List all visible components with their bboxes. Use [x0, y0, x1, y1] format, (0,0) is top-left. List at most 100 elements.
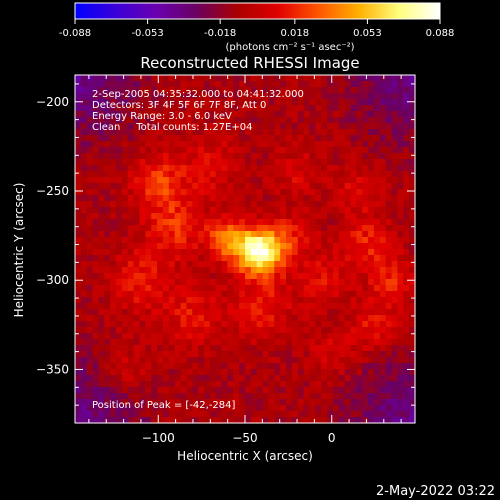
- heatmap-cell: [92, 87, 100, 94]
- heatmap-cell: [215, 321, 223, 328]
- heatmap-cell: [157, 129, 164, 136]
- heatmap-cell: [174, 111, 182, 118]
- heatmap-cell: [92, 159, 100, 166]
- heatmap-cell: [203, 159, 211, 166]
- heatmap-cell: [327, 363, 334, 370]
- heatmap-cell: [186, 411, 193, 418]
- heatmap-cell: [209, 249, 217, 256]
- heatmap-cell: [356, 339, 363, 346]
- heatmap-cell: [180, 285, 187, 292]
- heatmap-cell: [203, 213, 211, 220]
- heatmap-cell: [356, 195, 363, 202]
- heatmap-cell: [233, 243, 240, 250]
- heatmap-cell: [291, 387, 299, 394]
- heatmap-cell: [145, 225, 152, 232]
- heatmap-cell: [221, 333, 229, 340]
- heatmap-cell: [209, 303, 217, 310]
- heatmap-cell: [233, 339, 240, 346]
- heatmap-cell: [145, 345, 152, 352]
- heatmap-cell: [379, 387, 387, 394]
- heatmap-cell: [186, 93, 193, 100]
- heatmap-cell: [356, 393, 363, 400]
- heatmap-cell: [368, 135, 375, 142]
- heatmap-cell: [391, 381, 399, 388]
- heatmap-cell: [198, 183, 205, 190]
- heatmap-cell: [215, 99, 223, 106]
- heatmap-cell: [151, 189, 158, 196]
- heatmap-cell: [121, 189, 129, 196]
- heatmap-cell: [315, 195, 322, 202]
- heatmap-cell: [92, 393, 100, 400]
- heatmap-cell: [332, 117, 340, 124]
- heatmap-cell: [239, 249, 246, 256]
- heatmap-cell: [92, 249, 100, 256]
- heatmap-cell: [268, 387, 275, 394]
- heatmap-cell: [291, 105, 299, 112]
- heatmap-cell: [385, 153, 393, 160]
- heatmap-cell: [256, 111, 264, 118]
- heatmap-cell: [245, 417, 252, 424]
- heatmap-cell: [356, 237, 363, 244]
- heatmap-cell: [192, 249, 199, 256]
- heatmap-cell: [379, 105, 387, 112]
- heatmap-cell: [233, 159, 240, 166]
- heatmap-cell: [162, 285, 170, 292]
- heatmap-cell: [221, 165, 229, 172]
- heatmap-cell: [221, 231, 229, 238]
- heatmap-cell: [151, 81, 158, 88]
- heatmap-cell: [291, 393, 299, 400]
- heatmap-cell: [391, 387, 399, 394]
- heatmap-cell: [192, 393, 199, 400]
- heatmap-cell: [198, 285, 205, 292]
- heatmap-cell: [280, 75, 287, 82]
- heatmap-cell: [274, 267, 281, 274]
- heatmap-cell: [86, 357, 94, 364]
- heatmap-cell: [203, 261, 211, 268]
- heatmap-cell: [280, 231, 287, 238]
- heatmap-cell: [186, 387, 193, 394]
- heatmap-cell: [262, 411, 270, 418]
- heatmap-cell: [104, 177, 111, 184]
- heatmap-cell: [198, 321, 205, 328]
- heatmap-cell: [256, 177, 264, 184]
- heatmap-cell: [192, 255, 199, 262]
- heatmap-cell: [315, 357, 322, 364]
- heatmap-cell: [192, 147, 199, 154]
- heatmap-cell: [116, 165, 123, 172]
- heatmap-cell: [362, 135, 369, 142]
- heatmap-cell: [209, 315, 217, 322]
- heatmap-cell: [274, 165, 281, 172]
- heatmap-cell: [221, 273, 229, 280]
- heatmap-cell: [409, 405, 416, 412]
- heatmap-cell: [162, 93, 170, 100]
- heatmap-cell: [215, 279, 223, 286]
- heatmap-cell: [151, 261, 158, 268]
- heatmap-cell: [180, 183, 187, 190]
- heatmap-cell: [379, 129, 387, 136]
- heatmap-cell: [327, 201, 334, 208]
- heatmap-cell: [168, 105, 176, 112]
- heatmap-cell: [104, 381, 111, 388]
- heatmap-cell: [133, 387, 141, 394]
- heatmap-cell: [373, 327, 381, 334]
- heatmap-cell: [233, 285, 240, 292]
- heatmap-cell: [391, 267, 399, 274]
- heatmap-cell: [98, 195, 105, 202]
- heatmap-cell: [116, 333, 123, 340]
- heatmap-cell: [350, 165, 357, 172]
- heatmap-cell: [297, 303, 305, 310]
- heatmap-cell: [356, 111, 363, 118]
- heatmap-cell: [379, 303, 387, 310]
- heatmap-cell: [286, 267, 293, 274]
- heatmap-cell: [250, 243, 258, 250]
- heatmap-cell: [274, 195, 281, 202]
- heatmap-cell: [385, 291, 393, 298]
- heatmap-cell: [268, 183, 275, 190]
- heatmap-cell: [98, 327, 105, 334]
- heatmap-cell: [116, 327, 123, 334]
- heatmap-cell: [174, 267, 182, 274]
- heatmap-cell: [215, 183, 223, 190]
- heatmap-cell: [274, 357, 281, 364]
- heatmap-cell: [379, 171, 387, 178]
- heatmap-cell: [362, 123, 369, 130]
